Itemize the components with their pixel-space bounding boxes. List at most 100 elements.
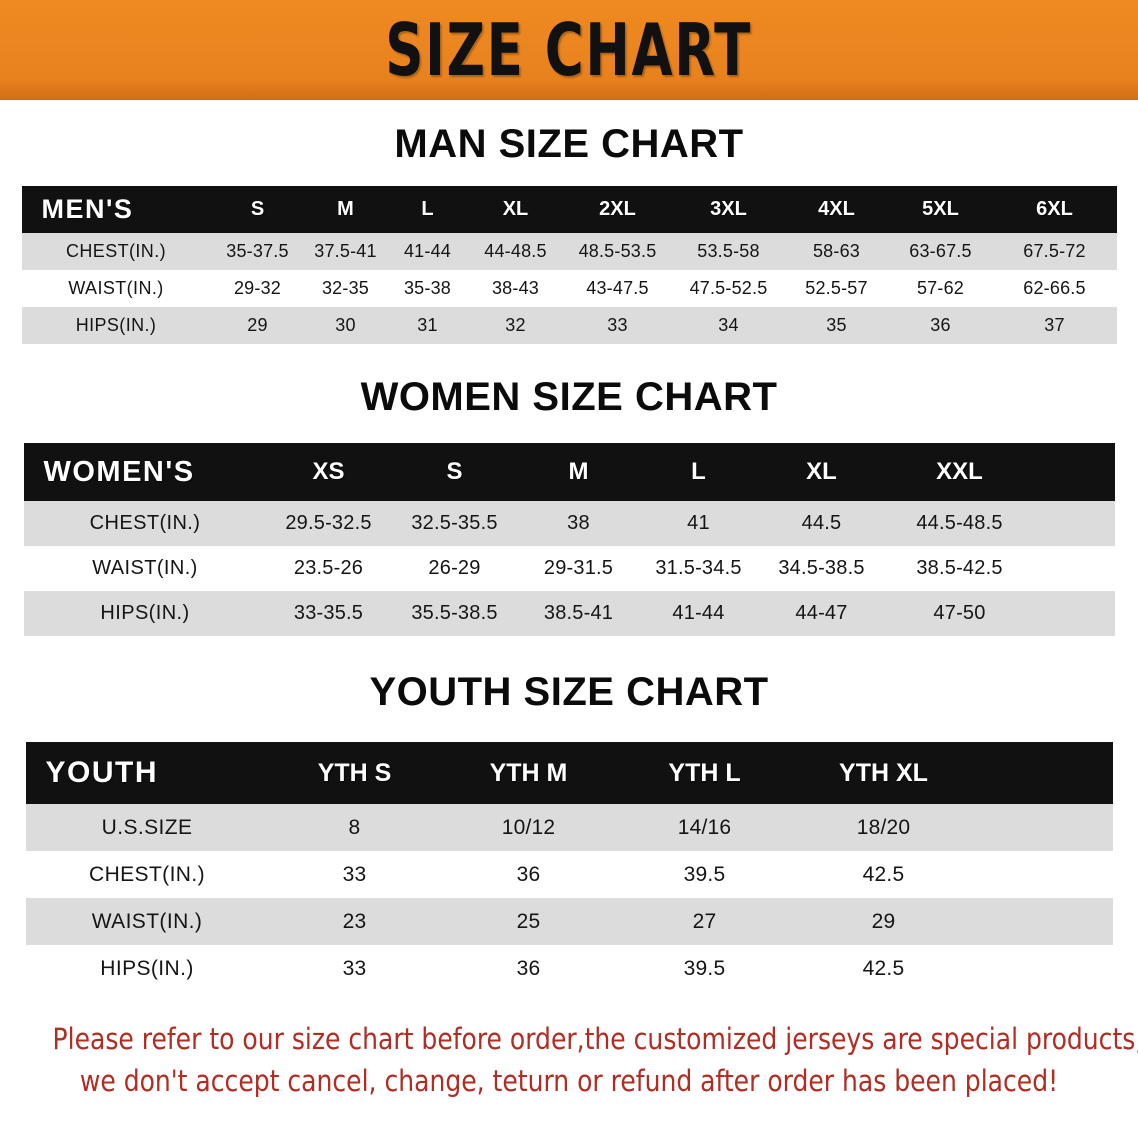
col-header-xs: XS [266, 443, 391, 501]
section-youth: YOUTH SIZE CHART YOUTH YTH S YTH M YTH L… [0, 636, 1138, 992]
col-header-m: M [304, 186, 387, 233]
cell-hips-xxl: 47-50 [884, 591, 1035, 636]
cell-waist-xxl: 38.5-42.5 [884, 546, 1035, 591]
col-header-xl: XL [758, 443, 885, 501]
table-row: HIPS(IN.) 33 36 39.5 42.5 [25, 945, 1113, 992]
table-row: HIPS(IN.) 33-35.5 35.5-38.5 38.5-41 41-4… [23, 591, 1115, 636]
cell-hips-5xl: 36 [888, 307, 993, 344]
cell-hips-yth-xl: 42.5 [792, 945, 975, 992]
section-women: WOMEN SIZE CHART WOMEN'S XS S M L XL XXL… [0, 344, 1138, 636]
row-label-hips: HIPS(IN.) [25, 945, 269, 992]
cell-chest-l: 41-44 [386, 233, 469, 270]
row-label-waist: WAIST(IN.) [25, 898, 269, 945]
cell-spacer [1034, 591, 1115, 636]
cell-chest-xl: 44.5 [758, 501, 885, 546]
col-header-yth-s: YTH S [268, 742, 441, 804]
col-header-xxl: XXL [884, 443, 1035, 501]
table-header-row: YOUTH YTH S YTH M YTH L YTH XL [25, 742, 1113, 804]
cell-waist-yth-xl: 29 [792, 898, 975, 945]
cell-chest-5xl: 63-67.5 [888, 233, 993, 270]
cell-waist-l: 35-38 [386, 270, 469, 307]
cell-waist-4xl: 52.5-57 [784, 270, 889, 307]
cell-waist-5xl: 57-62 [888, 270, 993, 307]
col-header-3xl: 3XL [672, 186, 785, 233]
cell-waist-l: 31.5-34.5 [638, 546, 759, 591]
col-header-m: M [518, 443, 639, 501]
cell-waist-yth-m: 25 [440, 898, 617, 945]
col-header-6xl: 6XL [992, 186, 1117, 233]
cell-spacer [1034, 501, 1115, 546]
cell-chest-yth-l: 39.5 [616, 851, 793, 898]
cell-chest-yth-xl: 42.5 [792, 851, 975, 898]
row-label-chest: CHEST(IN.) [21, 233, 211, 270]
cell-spacer [974, 898, 1113, 945]
size-table-men: MEN'S S M L XL 2XL 3XL 4XL 5XL 6XL CHEST… [21, 186, 1117, 344]
cell-hips-4xl: 35 [784, 307, 889, 344]
cell-waist-m: 32-35 [304, 270, 387, 307]
table-row: CHEST(IN.) 33 36 39.5 42.5 [25, 851, 1113, 898]
cell-chest-xl: 44-48.5 [468, 233, 563, 270]
cell-chest-xs: 29.5-32.5 [266, 501, 391, 546]
cell-waist-3xl: 47.5-52.5 [672, 270, 785, 307]
cell-hips-2xl: 33 [562, 307, 673, 344]
section-men: MAN SIZE CHART MEN'S S M L XL 2XL 3XL 4X… [0, 100, 1138, 344]
col-header-spacer [974, 742, 1113, 804]
cell-spacer [974, 851, 1113, 898]
disclaimer-line-2: we don't accept cancel, change, teturn o… [79, 1064, 1059, 1099]
col-header-s: S [390, 443, 519, 501]
col-header-l: L [638, 443, 759, 501]
disclaimer-line-1: Please refer to our size chart before or… [52, 1022, 1138, 1056]
cell-hips-3xl: 34 [672, 307, 785, 344]
cell-hips-6xl: 37 [992, 307, 1117, 344]
col-header-4xl: 4XL [784, 186, 889, 233]
section-title-women: WOMEN SIZE CHART [360, 375, 778, 419]
cell-chest-3xl: 53.5-58 [672, 233, 785, 270]
cell-chest-4xl: 58-63 [784, 233, 889, 270]
row-label-hips: HIPS(IN.) [23, 591, 267, 636]
row-label-chest: CHEST(IN.) [25, 851, 269, 898]
cell-hips-m: 38.5-41 [518, 591, 639, 636]
page-banner: SIZE CHART [0, 0, 1138, 100]
row-label-us-size: U.S.SIZE [25, 804, 269, 851]
table-corner-label-men: MEN'S [21, 186, 211, 233]
table-corner-label-women: WOMEN'S [23, 443, 267, 501]
col-header-spacer [1034, 443, 1115, 501]
cell-waist-6xl: 62-66.5 [992, 270, 1117, 307]
disclaimer: Please refer to our size chart before or… [52, 1018, 1138, 1102]
table-row: CHEST(IN.) 35-37.5 37.5-41 41-44 44-48.5… [21, 233, 1117, 270]
cell-spacer [1034, 546, 1115, 591]
cell-hips-xl: 44-47 [758, 591, 885, 636]
cell-waist-xl: 38-43 [468, 270, 563, 307]
table-row: HIPS(IN.) 29 30 31 32 33 34 35 36 37 [21, 307, 1117, 344]
table-header-row: MEN'S S M L XL 2XL 3XL 4XL 5XL 6XL [21, 186, 1117, 233]
cell-waist-2xl: 43-47.5 [562, 270, 673, 307]
cell-spacer [974, 804, 1113, 851]
table-row: CHEST(IN.) 29.5-32.5 32.5-35.5 38 41 44.… [23, 501, 1115, 546]
cell-waist-s: 26-29 [390, 546, 519, 591]
table-row: WAIST(IN.) 29-32 32-35 35-38 38-43 43-47… [21, 270, 1117, 307]
col-header-s: S [210, 186, 305, 233]
cell-hips-l: 31 [386, 307, 469, 344]
cell-us-size-yth-l: 14/16 [616, 804, 793, 851]
table-row: U.S.SIZE 8 10/12 14/16 18/20 [25, 804, 1113, 851]
cell-chest-m: 38 [518, 501, 639, 546]
cell-hips-xl: 32 [468, 307, 563, 344]
size-table-women: WOMEN'S XS S M L XL XXL CHEST(IN.) 29.5-… [23, 443, 1115, 636]
col-header-5xl: 5XL [888, 186, 993, 233]
cell-hips-m: 30 [304, 307, 387, 344]
cell-us-size-yth-s: 8 [268, 804, 441, 851]
table-corner-label-youth: YOUTH [25, 742, 269, 804]
cell-chest-xxl: 44.5-48.5 [884, 501, 1035, 546]
col-header-yth-xl: YTH XL [792, 742, 975, 804]
cell-hips-xs: 33-35.5 [266, 591, 391, 636]
cell-waist-xl: 34.5-38.5 [758, 546, 885, 591]
cell-hips-s: 35.5-38.5 [390, 591, 519, 636]
table-header-row: WOMEN'S XS S M L XL XXL [23, 443, 1115, 501]
size-table-youth: YOUTH YTH S YTH M YTH L YTH XL U.S.SIZE … [25, 742, 1113, 992]
cell-chest-m: 37.5-41 [304, 233, 387, 270]
cell-hips-yth-m: 36 [440, 945, 617, 992]
cell-hips-l: 41-44 [638, 591, 759, 636]
table-row: WAIST(IN.) 23.5-26 26-29 29-31.5 31.5-34… [23, 546, 1115, 591]
cell-waist-m: 29-31.5 [518, 546, 639, 591]
cell-waist-s: 29-32 [210, 270, 305, 307]
